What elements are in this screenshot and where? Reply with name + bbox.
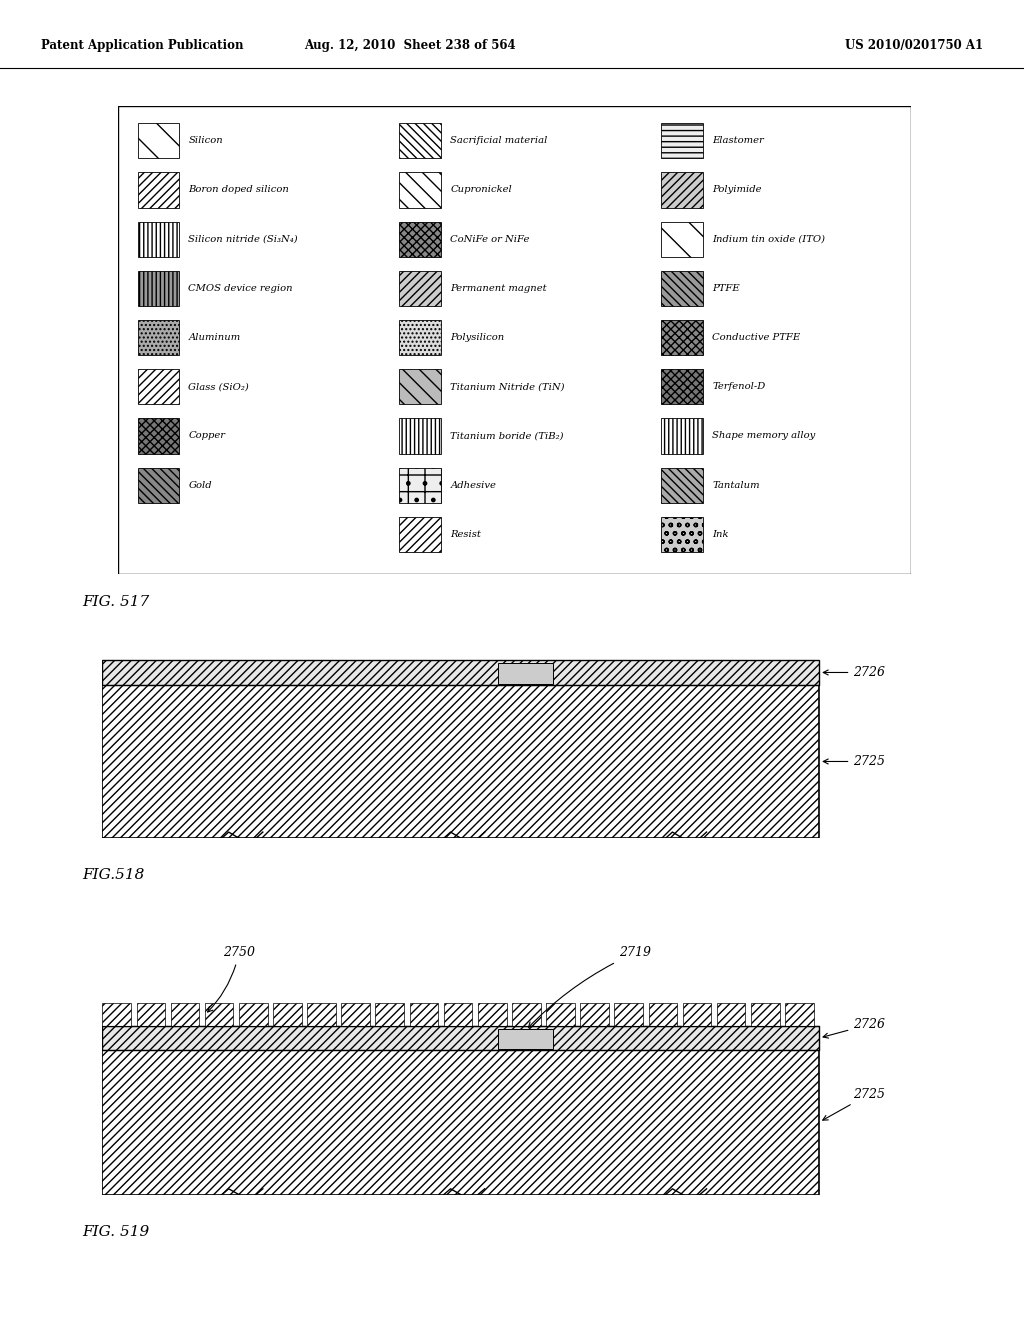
Text: Glass (SiO₂): Glass (SiO₂): [188, 383, 249, 391]
Bar: [785, 1003, 814, 1027]
Text: Terfenol-D: Terfenol-D: [712, 383, 765, 391]
Bar: [399, 271, 440, 306]
Bar: [512, 1003, 541, 1027]
Text: Copper: Copper: [188, 432, 225, 441]
Bar: [399, 517, 440, 552]
Bar: [102, 660, 819, 685]
Bar: [171, 1003, 200, 1027]
Text: Silicon nitride (Si₃N₄): Silicon nitride (Si₃N₄): [188, 235, 298, 244]
Text: Adhesive: Adhesive: [451, 480, 497, 490]
Text: 2726: 2726: [823, 667, 886, 678]
Text: Aluminum: Aluminum: [188, 333, 241, 342]
Text: US 2010/0201750 A1: US 2010/0201750 A1: [845, 40, 983, 53]
Bar: [614, 1003, 643, 1027]
Bar: [499, 663, 553, 684]
Bar: [662, 319, 702, 355]
Text: Indium tin oxide (ITO): Indium tin oxide (ITO): [712, 235, 825, 244]
Bar: [102, 685, 819, 838]
Text: Sacrificial material: Sacrificial material: [451, 136, 548, 145]
Bar: [137, 467, 179, 503]
Bar: [341, 1003, 370, 1027]
Bar: [399, 319, 440, 355]
Bar: [499, 1030, 553, 1048]
Bar: [546, 1003, 574, 1027]
Text: Conductive PTFE: Conductive PTFE: [712, 333, 801, 342]
Text: 2726: 2726: [823, 1018, 886, 1038]
Bar: [205, 1003, 233, 1027]
Bar: [137, 173, 179, 207]
Text: Titanium Nitride (TiN): Titanium Nitride (TiN): [451, 383, 565, 391]
Bar: [137, 222, 179, 256]
Bar: [662, 418, 702, 454]
Bar: [662, 370, 702, 404]
Bar: [662, 173, 702, 207]
Bar: [102, 1027, 819, 1049]
Text: Gold: Gold: [188, 480, 212, 490]
Bar: [581, 1003, 609, 1027]
Bar: [399, 370, 440, 404]
Bar: [648, 1003, 677, 1027]
Text: 2719: 2719: [528, 946, 651, 1027]
Text: 2750: 2750: [208, 946, 255, 1012]
Text: PTFE: PTFE: [712, 284, 739, 293]
Bar: [137, 271, 179, 306]
Text: Polyimide: Polyimide: [712, 185, 762, 194]
Bar: [399, 467, 440, 503]
Bar: [399, 173, 440, 207]
Bar: [662, 517, 702, 552]
Bar: [399, 222, 440, 256]
Text: FIG.518: FIG.518: [82, 869, 144, 882]
Text: FIG. 517: FIG. 517: [82, 595, 150, 609]
Bar: [137, 319, 179, 355]
Text: Cupronickel: Cupronickel: [451, 185, 512, 194]
Bar: [137, 370, 179, 404]
Text: FIG. 519: FIG. 519: [82, 1225, 150, 1238]
Text: Patent Application Publication: Patent Application Publication: [41, 40, 244, 53]
Text: Titanium boride (TiB₂): Titanium boride (TiB₂): [451, 432, 564, 441]
Bar: [137, 123, 179, 158]
Text: Aug. 12, 2010  Sheet 238 of 564: Aug. 12, 2010 Sheet 238 of 564: [304, 40, 515, 53]
Bar: [102, 1049, 819, 1195]
Text: CoNiFe or NiFe: CoNiFe or NiFe: [451, 235, 529, 244]
Text: Elastomer: Elastomer: [712, 136, 764, 145]
Bar: [102, 1003, 131, 1027]
Bar: [410, 1003, 438, 1027]
Text: Ink: Ink: [712, 529, 729, 539]
Bar: [683, 1003, 712, 1027]
Text: Boron doped silicon: Boron doped silicon: [188, 185, 289, 194]
Bar: [399, 418, 440, 454]
Bar: [662, 271, 702, 306]
Bar: [307, 1003, 336, 1027]
Bar: [376, 1003, 404, 1027]
Bar: [751, 1003, 779, 1027]
Bar: [399, 123, 440, 158]
Text: Polysilicon: Polysilicon: [451, 333, 505, 342]
Text: Shape memory alloy: Shape memory alloy: [712, 432, 815, 441]
Text: Tantalum: Tantalum: [712, 480, 760, 490]
Text: CMOS device region: CMOS device region: [188, 284, 293, 293]
Bar: [136, 1003, 165, 1027]
Bar: [662, 467, 702, 503]
Bar: [717, 1003, 745, 1027]
Text: 2725: 2725: [822, 1088, 886, 1121]
Bar: [662, 123, 702, 158]
Bar: [239, 1003, 267, 1027]
Bar: [662, 222, 702, 256]
Text: 2725: 2725: [823, 755, 886, 768]
Text: Silicon: Silicon: [188, 136, 223, 145]
Bar: [137, 418, 179, 454]
Text: Permanent magnet: Permanent magnet: [451, 284, 547, 293]
Bar: [273, 1003, 302, 1027]
Bar: [443, 1003, 472, 1027]
Text: Resist: Resist: [451, 529, 481, 539]
Bar: [478, 1003, 507, 1027]
